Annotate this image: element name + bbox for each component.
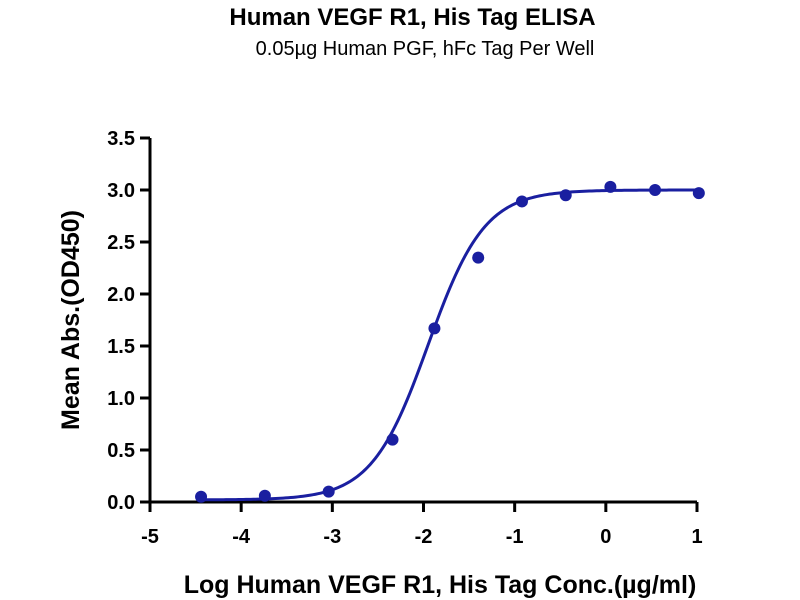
data-point [604,180,617,193]
x-tick-label: -4 [232,526,251,548]
y-tick-label: 0.0 [107,492,135,514]
y-ticks: 0.0 0.5 1.0 1.5 2.0 2.5 3.0 3.5 [107,128,150,514]
y-tick-label: 3.5 [107,128,135,150]
data-point [386,433,399,446]
data-point [559,189,572,202]
y-tick-label: 2.0 [107,284,135,306]
x-tick-label: -5 [141,526,159,548]
y-tick-label: 3.0 [107,180,135,202]
data-point [649,184,662,196]
y-tick-label: 1.0 [107,388,135,410]
x-tick-label: 1 [691,526,702,548]
y-tick-label: 0.5 [107,440,135,462]
chart-title: Human VEGF R1, His Tag ELISA [229,4,596,31]
axes [148,138,697,504]
x-tick-label: -3 [323,526,341,548]
y-axis-label: Mean Abs.(OD450) [57,210,85,430]
chart-subtitle: 0.05µg Human PGF, hFc Tag Per Well [255,38,595,60]
y-tick-label: 1.5 [107,336,135,358]
data-point [322,485,335,498]
data-point [692,187,705,200]
x-ticks: -5 -4 -3 -2 -1 0 1 [141,502,703,548]
data-points [195,180,705,503]
x-axis-label: Log Human VEGF R1, His Tag Conc.(µg/ml) [184,571,697,599]
x-tick-label: 0 [600,526,611,548]
data-point [472,251,485,264]
x-tick-label: -1 [506,526,524,548]
data-point [195,490,208,503]
data-point [258,489,271,502]
y-tick-label: 2.5 [107,232,135,254]
x-tick-label: -2 [415,526,433,548]
data-point [428,322,441,335]
fit-curve [201,188,699,502]
data-point [515,195,528,208]
